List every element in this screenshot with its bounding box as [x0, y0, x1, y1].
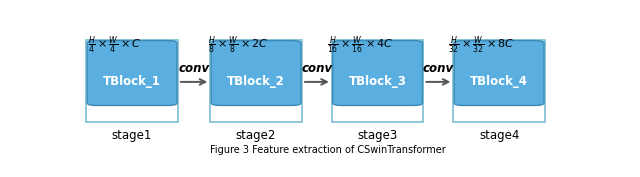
- FancyBboxPatch shape: [333, 41, 422, 105]
- Text: conv: conv: [423, 62, 454, 75]
- FancyBboxPatch shape: [86, 40, 178, 122]
- Text: TBlock_3: TBlock_3: [349, 75, 406, 88]
- Text: $\frac{H}{16}\times\frac{W}{16}\times 4C$: $\frac{H}{16}\times\frac{W}{16}\times 4C…: [327, 35, 394, 56]
- FancyBboxPatch shape: [211, 41, 301, 105]
- Text: stage3: stage3: [358, 129, 397, 142]
- FancyBboxPatch shape: [454, 41, 544, 105]
- Text: conv: conv: [301, 62, 332, 75]
- Text: TBlock_4: TBlock_4: [470, 75, 528, 88]
- Text: $\frac{H}{32}\times\frac{W}{32}\times 8C$: $\frac{H}{32}\times\frac{W}{32}\times 8C…: [449, 35, 515, 56]
- Text: $\frac{H}{4}\times\frac{W}{4}\times C$: $\frac{H}{4}\times\frac{W}{4}\times C$: [88, 35, 141, 56]
- Text: Figure 3 Feature extraction of CSwinTransformer: Figure 3 Feature extraction of CSwinTran…: [210, 145, 446, 155]
- FancyBboxPatch shape: [453, 40, 545, 122]
- Text: $\frac{H}{8}\times\frac{W}{8}\times 2C$: $\frac{H}{8}\times\frac{W}{8}\times 2C$: [209, 35, 269, 56]
- Text: conv: conv: [179, 62, 210, 75]
- Text: TBlock_1: TBlock_1: [103, 75, 161, 88]
- Text: stage4: stage4: [479, 129, 519, 142]
- Text: stage2: stage2: [236, 129, 276, 142]
- FancyBboxPatch shape: [87, 41, 177, 105]
- FancyBboxPatch shape: [210, 40, 302, 122]
- FancyBboxPatch shape: [332, 40, 424, 122]
- Text: TBlock_2: TBlock_2: [227, 75, 285, 88]
- Text: stage1: stage1: [112, 129, 152, 142]
